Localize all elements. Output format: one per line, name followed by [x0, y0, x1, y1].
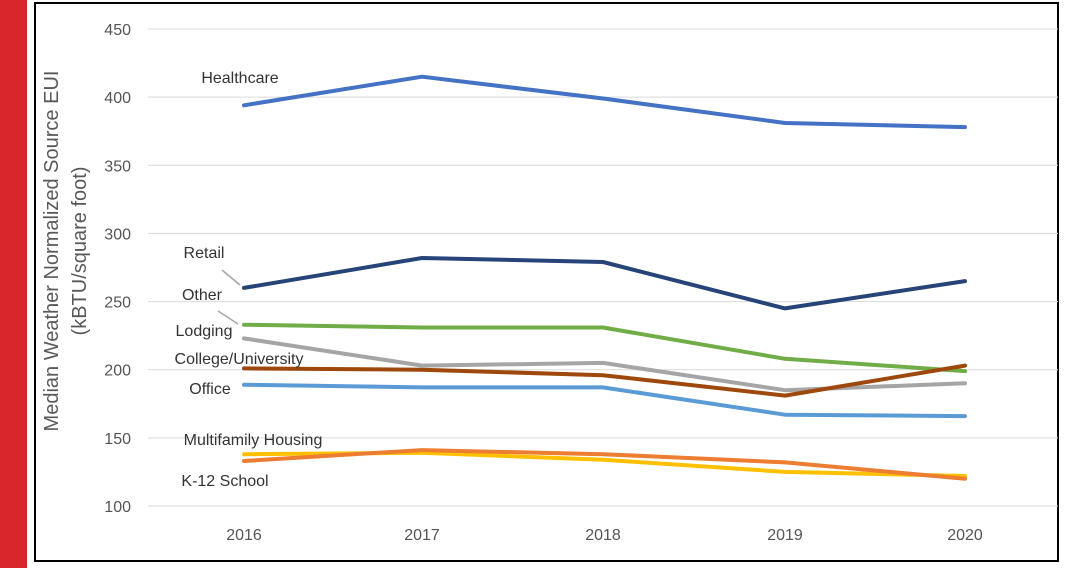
series-lines	[242, 74, 967, 481]
label-leaders	[217, 269, 241, 325]
series-label: K-12 School	[181, 473, 268, 490]
series-line-office	[242, 382, 967, 419]
y-tick-label: 400	[104, 90, 131, 107]
leader-line-other	[217, 310, 239, 325]
y-axis-ticks: 100 150 200 250 300 350 400 450	[104, 22, 131, 516]
series-label: Office	[189, 381, 231, 398]
x-axis-ticks: 2016 2017 2018 2019 2020	[226, 527, 983, 544]
series-label: Multifamily Housing	[184, 432, 323, 449]
series-label: Other	[182, 287, 223, 304]
series-line-lodging	[242, 322, 967, 374]
y-axis-label: Median Weather Normalized Source EUI	[41, 71, 63, 432]
chart-frame	[34, 2, 1059, 562]
series-label: Retail	[184, 245, 225, 262]
series-line-retail	[242, 256, 967, 311]
y-tick-label: 300	[104, 226, 131, 243]
series-line-k-12-school	[242, 448, 967, 481]
x-tick-label: 2017	[404, 527, 440, 544]
leader-line-retail	[221, 269, 241, 286]
y-tick-label: 450	[104, 22, 131, 39]
y-tick-label: 100	[104, 499, 131, 516]
x-tick-label: 2018	[585, 527, 621, 544]
series-label: Lodging	[176, 323, 233, 340]
series-labels: Healthcare Retail Other Lodging College/Univ…	[175, 70, 323, 490]
series-line-other	[242, 336, 967, 393]
series-line-college-university	[242, 363, 967, 398]
x-tick-label: 2019	[767, 527, 803, 544]
y-tick-label: 150	[104, 431, 131, 448]
y-axis-unit: (kBTU/square foot)	[69, 167, 91, 336]
series-label: Healthcare	[201, 70, 278, 87]
x-tick-label: 2016	[226, 527, 262, 544]
accent-bar	[0, 0, 27, 568]
y-tick-label: 200	[104, 363, 131, 380]
y-tick-label: 350	[104, 158, 131, 175]
series-line-healthcare	[242, 74, 967, 130]
y-tick-label: 250	[104, 295, 131, 312]
series-label: College/University	[175, 351, 304, 368]
x-tick-label: 2020	[947, 527, 983, 544]
